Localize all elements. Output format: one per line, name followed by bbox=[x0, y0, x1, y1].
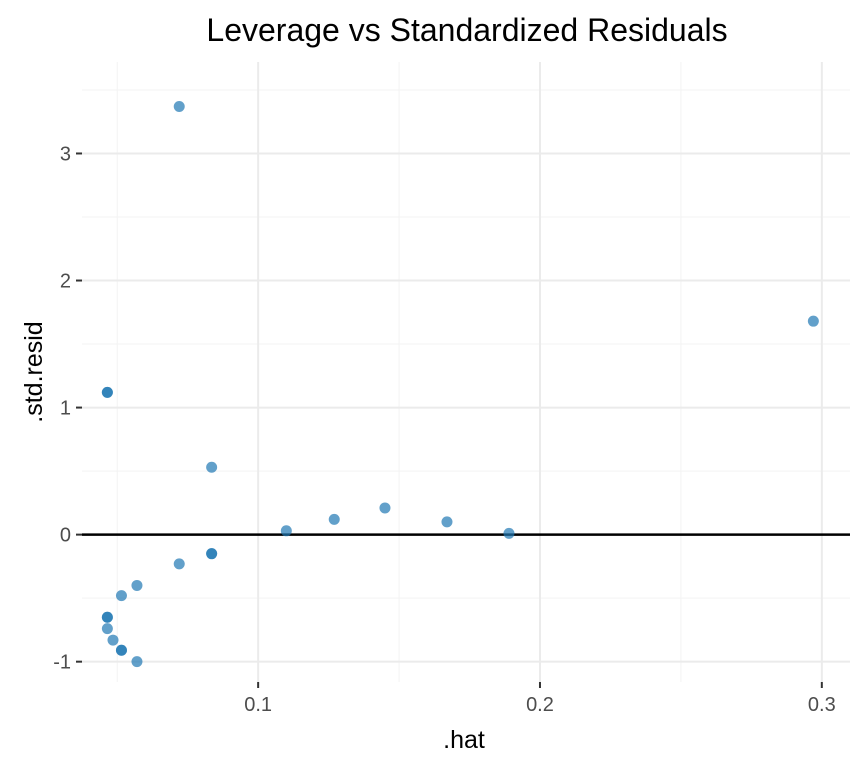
data-point bbox=[206, 461, 218, 473]
data-point bbox=[107, 634, 119, 646]
data-point bbox=[206, 548, 218, 560]
data-point bbox=[173, 558, 185, 570]
data-point bbox=[173, 100, 185, 112]
x-axis-title: .hat bbox=[443, 726, 485, 754]
y-axis-title: .std.resid bbox=[20, 321, 48, 422]
data-point bbox=[280, 525, 292, 537]
data-point bbox=[101, 386, 113, 398]
data-point bbox=[115, 644, 127, 656]
y-tick-label: 1 bbox=[60, 398, 71, 420]
data-points bbox=[101, 100, 819, 668]
data-point bbox=[101, 611, 113, 623]
data-point bbox=[379, 502, 391, 514]
data-point bbox=[131, 579, 143, 591]
y-tick-label: 0 bbox=[60, 525, 71, 547]
data-point bbox=[441, 516, 453, 528]
x-tick-label: 0.2 bbox=[526, 694, 554, 716]
y-tick-label: 2 bbox=[60, 271, 71, 293]
data-point bbox=[328, 513, 340, 525]
data-point bbox=[807, 315, 819, 327]
x-tick-label: 0.1 bbox=[244, 694, 272, 716]
chart-title: Leverage vs Standardized Residuals bbox=[206, 12, 727, 48]
data-point bbox=[101, 623, 113, 635]
data-point bbox=[115, 590, 127, 602]
x-axis: 0.1 0.2 0.3 bbox=[244, 682, 836, 716]
data-point bbox=[131, 656, 143, 668]
grid-lines bbox=[82, 62, 850, 682]
data-point bbox=[503, 527, 515, 539]
y-axis: -1 0 1 2 3 bbox=[53, 143, 82, 674]
y-tick-label: -1 bbox=[53, 652, 71, 674]
x-tick-label: 0.3 bbox=[808, 694, 836, 716]
y-tick-label: 3 bbox=[60, 143, 71, 165]
